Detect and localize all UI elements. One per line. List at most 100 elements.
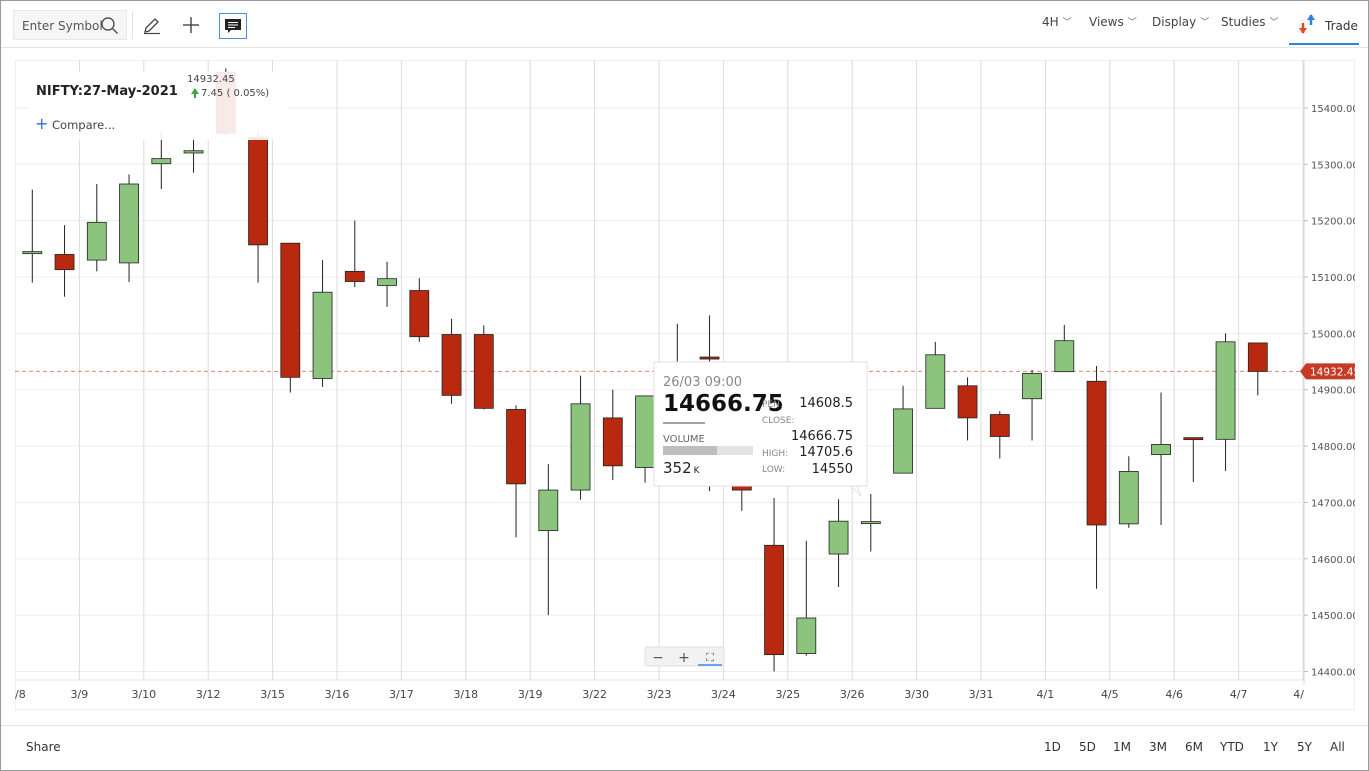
- candle: [860, 494, 881, 552]
- time-tick-label: 3/24: [711, 688, 736, 701]
- tooltip-volume-label: VOLUME: [663, 434, 705, 445]
- symbol-search-input[interactable]: [14, 11, 110, 41]
- zoom-in-button[interactable]: +: [678, 650, 690, 666]
- time-axis-labels: /8 3/9 3/10 3/12 3/15 3/16 3/17 3/18 3/19 3/22 3/2…: [15, 688, 1304, 701]
- volume-unit: K: [694, 466, 701, 476]
- candle: [957, 377, 978, 441]
- candle-body-down: [280, 242, 301, 378]
- time-tick-label: 3/15: [260, 688, 285, 701]
- candle-body-up: [570, 403, 591, 491]
- chart-area[interactable]: 15400.00 15300.00 15200.00 15100.00 15000.00…: [14, 59, 1360, 711]
- candle: [764, 497, 784, 672]
- candle-body-down: [248, 136, 268, 246]
- chevron-down-icon: ﹀: [1127, 18, 1137, 28]
- price-tick-label: 14900.00: [1311, 386, 1355, 397]
- candle: [312, 260, 333, 387]
- candle-body-up: [1022, 372, 1042, 400]
- time-tick-label: 3/23: [647, 688, 672, 701]
- compare-label[interactable]: Compare...: [52, 118, 115, 132]
- crosshair-plus-icon[interactable]: [177, 11, 205, 39]
- range-all-button[interactable]: All: [1330, 740, 1345, 754]
- symbol-search-box[interactable]: [13, 10, 127, 41]
- price-tick-label: 15300.00: [1311, 160, 1355, 171]
- time-tick-label: 3/10: [131, 688, 156, 701]
- draw-pencil-icon[interactable]: [138, 11, 166, 39]
- tooltip-price: 14666.75: [663, 391, 784, 417]
- candle-body-down: [1183, 437, 1204, 441]
- up-arrow-icon: [191, 88, 199, 98]
- candle-body-down: [989, 414, 1010, 437]
- time-tick-label: 3/16: [325, 688, 350, 701]
- ohlc-tooltip: 26/03 09:00 14666.75 VOLUME 352 K PEN: 14…: [653, 361, 868, 497]
- last-price-badge: 14932.45: [1300, 363, 1360, 380]
- range-6m-button[interactable]: 6M: [1185, 740, 1203, 754]
- candle-body-up: [538, 489, 559, 532]
- views-menu[interactable]: Views ﹀: [1089, 15, 1137, 29]
- candle-body-up: [828, 520, 849, 555]
- candle: [893, 385, 913, 474]
- candle: [183, 137, 204, 173]
- time-tick-label: 3/12: [196, 688, 221, 701]
- candle-body-up: [860, 521, 881, 525]
- zoom-fit-button[interactable]: ⛶: [706, 651, 714, 664]
- price-tick-label: 14400.00: [1311, 668, 1355, 679]
- candle: [506, 405, 526, 538]
- candle-body-up: [377, 278, 397, 286]
- low-label: LOW:: [762, 465, 785, 475]
- zoom-out-button[interactable]: −: [652, 650, 664, 666]
- last-price-badge-text: 14932.45: [1310, 366, 1355, 378]
- time-tick-label: 3/19: [518, 688, 543, 701]
- candle: [248, 130, 268, 283]
- candle-body-up: [1151, 443, 1171, 455]
- candle: [1215, 333, 1236, 471]
- time-tick-label: 4/1: [1037, 688, 1055, 701]
- candle: [1183, 437, 1204, 483]
- price-tick-label: 15400.00: [1311, 104, 1355, 115]
- interval-menu[interactable]: 4H ﹀: [1042, 15, 1072, 29]
- time-tick-label: 3/26: [840, 688, 865, 701]
- trade-button[interactable]: Trade: [1289, 7, 1359, 45]
- studies-menu-label: Studies: [1221, 15, 1266, 29]
- plus-icon[interactable]: +: [35, 114, 48, 133]
- range-5d-button[interactable]: 5D: [1079, 740, 1096, 754]
- studies-menu[interactable]: Studies ﹀: [1221, 15, 1279, 29]
- candlestick-chart[interactable]: 15400.00 15300.00 15200.00 15100.00 15000.00…: [14, 59, 1360, 711]
- range-5y-button[interactable]: 5Y: [1297, 740, 1312, 754]
- candle-body-down: [764, 544, 784, 656]
- crosshair-info-icon[interactable]: [219, 13, 247, 39]
- share-button[interactable]: Share: [26, 740, 61, 754]
- candle-body-down: [441, 334, 462, 396]
- zoom-controls-bg: [644, 646, 725, 667]
- price-tick-label: 14600.00: [1311, 555, 1355, 566]
- range-1m-button[interactable]: 1M: [1113, 740, 1131, 754]
- range-ytd-button[interactable]: YTD: [1220, 740, 1244, 754]
- candle: [828, 499, 849, 587]
- candle: [409, 278, 430, 342]
- range-1d-button[interactable]: 1D: [1044, 740, 1061, 754]
- search-icon[interactable]: [100, 16, 120, 36]
- candle: [1054, 324, 1075, 373]
- candles: [22, 68, 1268, 672]
- symbol-name: NIFTY:27-May-2021: [36, 84, 178, 99]
- candle-body-down: [1247, 342, 1268, 372]
- time-tick-label: 3/22: [582, 688, 607, 701]
- candle: [119, 174, 139, 283]
- candle-body-down: [699, 356, 720, 360]
- open-value: 14608.5: [799, 396, 853, 411]
- tooltip-box: [653, 361, 868, 487]
- range-3m-button[interactable]: 3M: [1149, 740, 1167, 754]
- display-menu[interactable]: Display ﹀: [1152, 15, 1209, 29]
- price-tick-label: 15100.00: [1311, 273, 1355, 284]
- last-price-text: 14932.45: [187, 74, 235, 85]
- candle: [1247, 342, 1268, 396]
- candle-body-up: [22, 251, 43, 255]
- low-value: 14550: [812, 462, 853, 477]
- price-tick-label: 14700.00: [1311, 498, 1355, 509]
- candle-body-up: [1118, 471, 1139, 525]
- range-1y-button[interactable]: 1Y: [1263, 740, 1278, 754]
- candle-body-up: [1215, 341, 1236, 440]
- compare-button[interactable]: + Compare...: [35, 114, 115, 133]
- candle: [570, 375, 591, 500]
- candle-body-up: [86, 221, 107, 261]
- high-label: HIGH:: [762, 449, 788, 459]
